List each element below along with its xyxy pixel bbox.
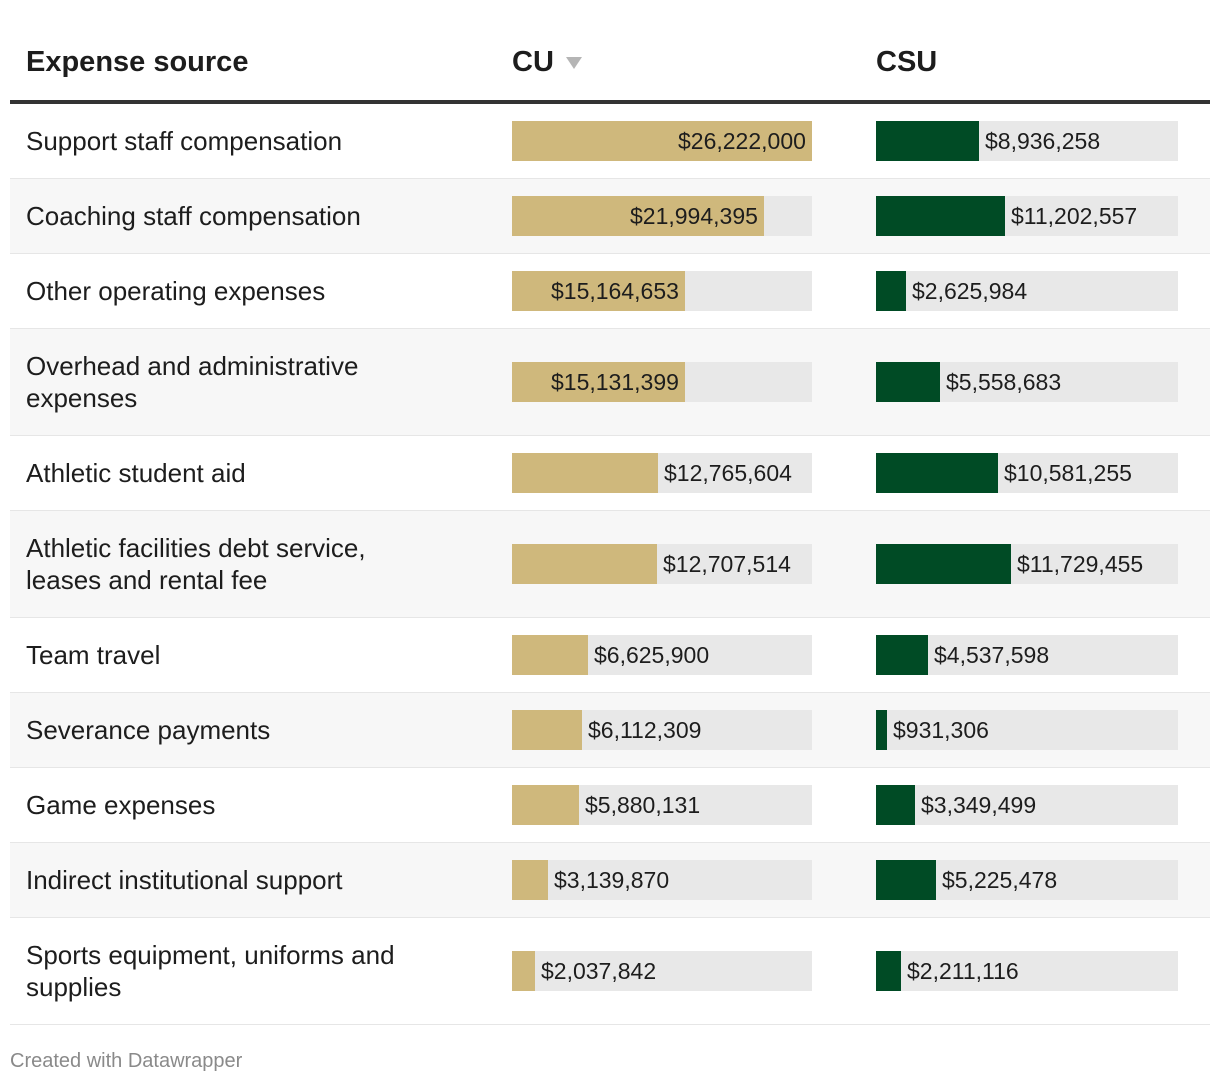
table-row: Game expenses $5,880,131 $3,349,499 bbox=[10, 768, 1210, 843]
cu-bar bbox=[512, 271, 685, 311]
column-header-csu[interactable]: CSU bbox=[876, 46, 937, 79]
cu-value-label: $6,625,900 bbox=[594, 642, 710, 668]
column-header-label: Expense source bbox=[26, 46, 249, 78]
csu-bar-track: $4,537,598 bbox=[876, 635, 1178, 675]
cu-bar-track: $2,037,842 bbox=[512, 951, 812, 991]
cu-value-label: $12,707,514 bbox=[663, 551, 791, 577]
column-header-expense-source[interactable]: Expense source bbox=[26, 46, 248, 79]
table-row: Sports equipment, uniforms and supplies $… bbox=[10, 918, 1210, 1025]
cu-bar-track: $15,131,399 bbox=[512, 362, 812, 402]
column-header-label: CU bbox=[512, 46, 554, 78]
cu-bar-track: $12,765,604 bbox=[512, 453, 812, 493]
cu-bar-track: $26,222,000 bbox=[512, 121, 812, 161]
csu-bar bbox=[876, 635, 928, 675]
table-row: Athletic facilities debt service, leases… bbox=[10, 511, 1210, 618]
csu-bar-track: $931,306 bbox=[876, 710, 1178, 750]
expense-table: Expense source CU CSU Support staff comp… bbox=[10, 30, 1210, 1025]
csu-value-label: $5,225,478 bbox=[942, 867, 1058, 893]
cu-value-label: $15,164,653 bbox=[551, 278, 679, 304]
table-row: Indirect institutional support $3,139,870… bbox=[10, 843, 1210, 918]
cu-bar-track: $21,994,395 bbox=[512, 196, 812, 236]
csu-bar bbox=[876, 271, 906, 311]
csu-bar bbox=[876, 860, 936, 900]
cu-bar-track: $6,112,309 bbox=[512, 710, 812, 750]
expense-source-label: Team travel bbox=[26, 640, 161, 670]
cu-value-label: $5,880,131 bbox=[585, 792, 701, 818]
cu-value-label: $12,765,604 bbox=[664, 460, 792, 486]
csu-bar bbox=[876, 951, 901, 991]
expense-source-label: Coaching staff compensation bbox=[26, 201, 361, 231]
expense-source-label: Sports equipment, uniforms and supplies bbox=[26, 940, 395, 1002]
column-header-cu[interactable]: CU bbox=[512, 46, 582, 79]
cu-value-label: $15,131,399 bbox=[551, 369, 679, 395]
csu-value-label: $931,306 bbox=[893, 717, 989, 743]
csu-bar-track: $3,349,499 bbox=[876, 785, 1178, 825]
table-header: Expense source CU CSU bbox=[10, 30, 1210, 104]
csu-bar-track: $8,936,258 bbox=[876, 121, 1178, 161]
csu-bar-track: $11,202,557 bbox=[876, 196, 1178, 236]
csu-value-label: $2,625,984 bbox=[912, 278, 1028, 304]
csu-value-label: $10,581,255 bbox=[1004, 460, 1132, 486]
cu-bar bbox=[512, 951, 535, 991]
cu-bar bbox=[512, 785, 579, 825]
table-row: Coaching staff compensation $21,994,395 $1… bbox=[10, 179, 1210, 254]
csu-bar bbox=[876, 544, 1011, 584]
cu-value-label: $6,112,309 bbox=[588, 717, 702, 743]
cu-bar bbox=[512, 860, 548, 900]
csu-bar-track: $10,581,255 bbox=[876, 453, 1178, 493]
table-body: Support staff compensation $26,222,000 $8,… bbox=[10, 104, 1210, 1025]
csu-bar bbox=[876, 453, 998, 493]
expense-source-label: Overhead and administrative expenses bbox=[26, 351, 359, 413]
cu-bar bbox=[512, 362, 685, 402]
cu-value-label: $3,139,870 bbox=[554, 867, 670, 893]
table-row: Support staff compensation $26,222,000 $8,… bbox=[10, 104, 1210, 179]
cu-bar bbox=[512, 196, 764, 236]
table-row: Team travel $6,625,900 $4,537,598 bbox=[10, 618, 1210, 693]
csu-bar bbox=[876, 710, 887, 750]
csu-value-label: $8,936,258 bbox=[985, 128, 1101, 154]
csu-bar-track: $2,211,116 bbox=[876, 951, 1178, 991]
cu-bar-track: $3,139,870 bbox=[512, 860, 812, 900]
cu-bar-track: $6,625,900 bbox=[512, 635, 812, 675]
cu-bar-track: $5,880,131 bbox=[512, 785, 812, 825]
csu-value-label: $4,537,598 bbox=[934, 642, 1050, 668]
cu-value-label: $21,994,395 bbox=[630, 203, 758, 229]
csu-value-label: $5,558,683 bbox=[946, 369, 1062, 395]
csu-value-label: $11,729,455 bbox=[1017, 551, 1144, 577]
cu-bar bbox=[512, 635, 588, 675]
expense-source-label: Support staff compensation bbox=[26, 126, 343, 156]
cu-bar bbox=[512, 453, 658, 493]
expense-source-label: Athletic student aid bbox=[26, 458, 246, 488]
table-row: Overhead and administrative expenses $15,… bbox=[10, 329, 1210, 436]
expense-source-label: Other operating expenses bbox=[26, 276, 326, 306]
cu-value-label: $2,037,842 bbox=[541, 958, 657, 984]
table-row: Athletic student aid $12,765,604 $10,581,2… bbox=[10, 436, 1210, 511]
csu-bar bbox=[876, 362, 940, 402]
csu-bar-track: $11,729,455 bbox=[876, 544, 1178, 584]
cu-bar bbox=[512, 710, 582, 750]
csu-bar bbox=[876, 196, 1005, 236]
csu-bar-track: $5,225,478 bbox=[876, 860, 1178, 900]
cu-bar-track: $12,707,514 bbox=[512, 544, 812, 584]
sort-descending-icon bbox=[565, 57, 582, 70]
csu-value-label: $3,349,499 bbox=[921, 792, 1037, 818]
cu-value-label: $26,222,000 bbox=[678, 128, 806, 154]
cu-bar-track: $15,164,653 bbox=[512, 271, 812, 311]
cu-bar bbox=[512, 121, 812, 161]
csu-bar-track: $5,558,683 bbox=[876, 362, 1178, 402]
cu-bar bbox=[512, 544, 657, 584]
csu-value-label: $11,202,557 bbox=[1011, 203, 1138, 229]
csu-bar-track: $2,625,984 bbox=[876, 271, 1178, 311]
expense-source-label: Athletic facilities debt service, leases… bbox=[26, 533, 366, 595]
attribution[interactable]: Created with Datawrapper bbox=[10, 1050, 243, 1072]
csu-bar bbox=[876, 121, 979, 161]
expense-source-label: Game expenses bbox=[26, 790, 216, 820]
csu-bar bbox=[876, 785, 915, 825]
expense-source-label: Severance payments bbox=[26, 715, 271, 745]
csu-value-label: $2,211,116 bbox=[907, 958, 1019, 984]
expense-source-label: Indirect institutional support bbox=[26, 865, 343, 895]
table-row: Severance payments $6,112,309 $931,306 bbox=[10, 693, 1210, 768]
column-header-label: CSU bbox=[876, 46, 938, 78]
table-row: Other operating expenses $15,164,653 $2,62… bbox=[10, 254, 1210, 329]
